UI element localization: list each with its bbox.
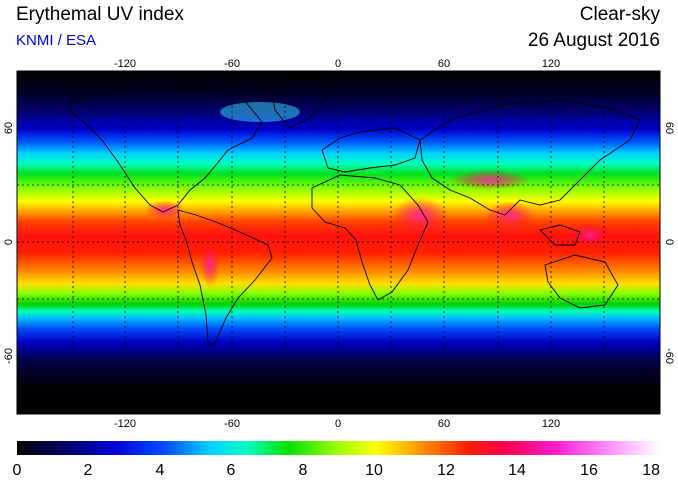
lon-tick-bottom-1: -120 xyxy=(114,418,136,430)
coastline-greenland xyxy=(269,77,331,129)
colorbar-label-6: 6 xyxy=(227,462,236,479)
lon-tick-top-3: 0 xyxy=(335,58,341,70)
lat-tick-left-2: 0 xyxy=(3,239,15,245)
lat-tick-right-2: 0 xyxy=(663,239,675,245)
colorbar xyxy=(17,441,660,455)
colorbar-label-10: 10 xyxy=(365,462,383,479)
map-frame xyxy=(16,70,661,415)
graticule xyxy=(17,71,660,414)
coastline-south-america xyxy=(177,209,273,346)
lat-tick-right-1: 60 xyxy=(663,122,675,134)
colorbar-label-4: 4 xyxy=(156,462,165,479)
coastline-maritime-se-asia xyxy=(539,224,581,246)
colorbar-label-2: 2 xyxy=(84,462,93,479)
lon-tick-top-2: -60 xyxy=(224,58,240,70)
date-label: 26 August 2016 xyxy=(527,30,660,51)
lon-tick-bottom-5: 120 xyxy=(542,418,560,430)
lon-tick-top-1: -120 xyxy=(114,58,136,70)
coastline-australia xyxy=(544,254,619,309)
lon-tick-bottom-2: -60 xyxy=(224,418,240,430)
lat-tick-left-3: -60 xyxy=(3,348,15,364)
map-title: Erythemal UV index xyxy=(16,4,184,25)
lon-tick-bottom-4: 60 xyxy=(438,418,450,430)
colorbar-label-14: 14 xyxy=(508,462,526,479)
provider-label: KNMI / ESA xyxy=(16,32,97,49)
colorbar-label-18: 18 xyxy=(642,462,660,479)
coastline-europe xyxy=(321,127,421,173)
lat-tick-left-1: 60 xyxy=(3,122,15,134)
product-label: Clear-sky xyxy=(579,4,660,25)
coastline-north-america xyxy=(69,87,263,213)
lon-tick-bottom-3: 0 xyxy=(335,418,341,430)
colorbar-label-0: 0 xyxy=(13,462,22,479)
coastline-asia xyxy=(419,99,641,216)
colorbar-label-16: 16 xyxy=(580,462,598,479)
colorbar-label-12: 12 xyxy=(437,462,455,479)
colorbar-label-8: 8 xyxy=(299,462,308,479)
lat-tick-right-3: -60 xyxy=(663,348,675,364)
lon-tick-top-5: 120 xyxy=(542,58,560,70)
lon-tick-top-4: 60 xyxy=(438,58,450,70)
uv-field xyxy=(17,71,660,414)
